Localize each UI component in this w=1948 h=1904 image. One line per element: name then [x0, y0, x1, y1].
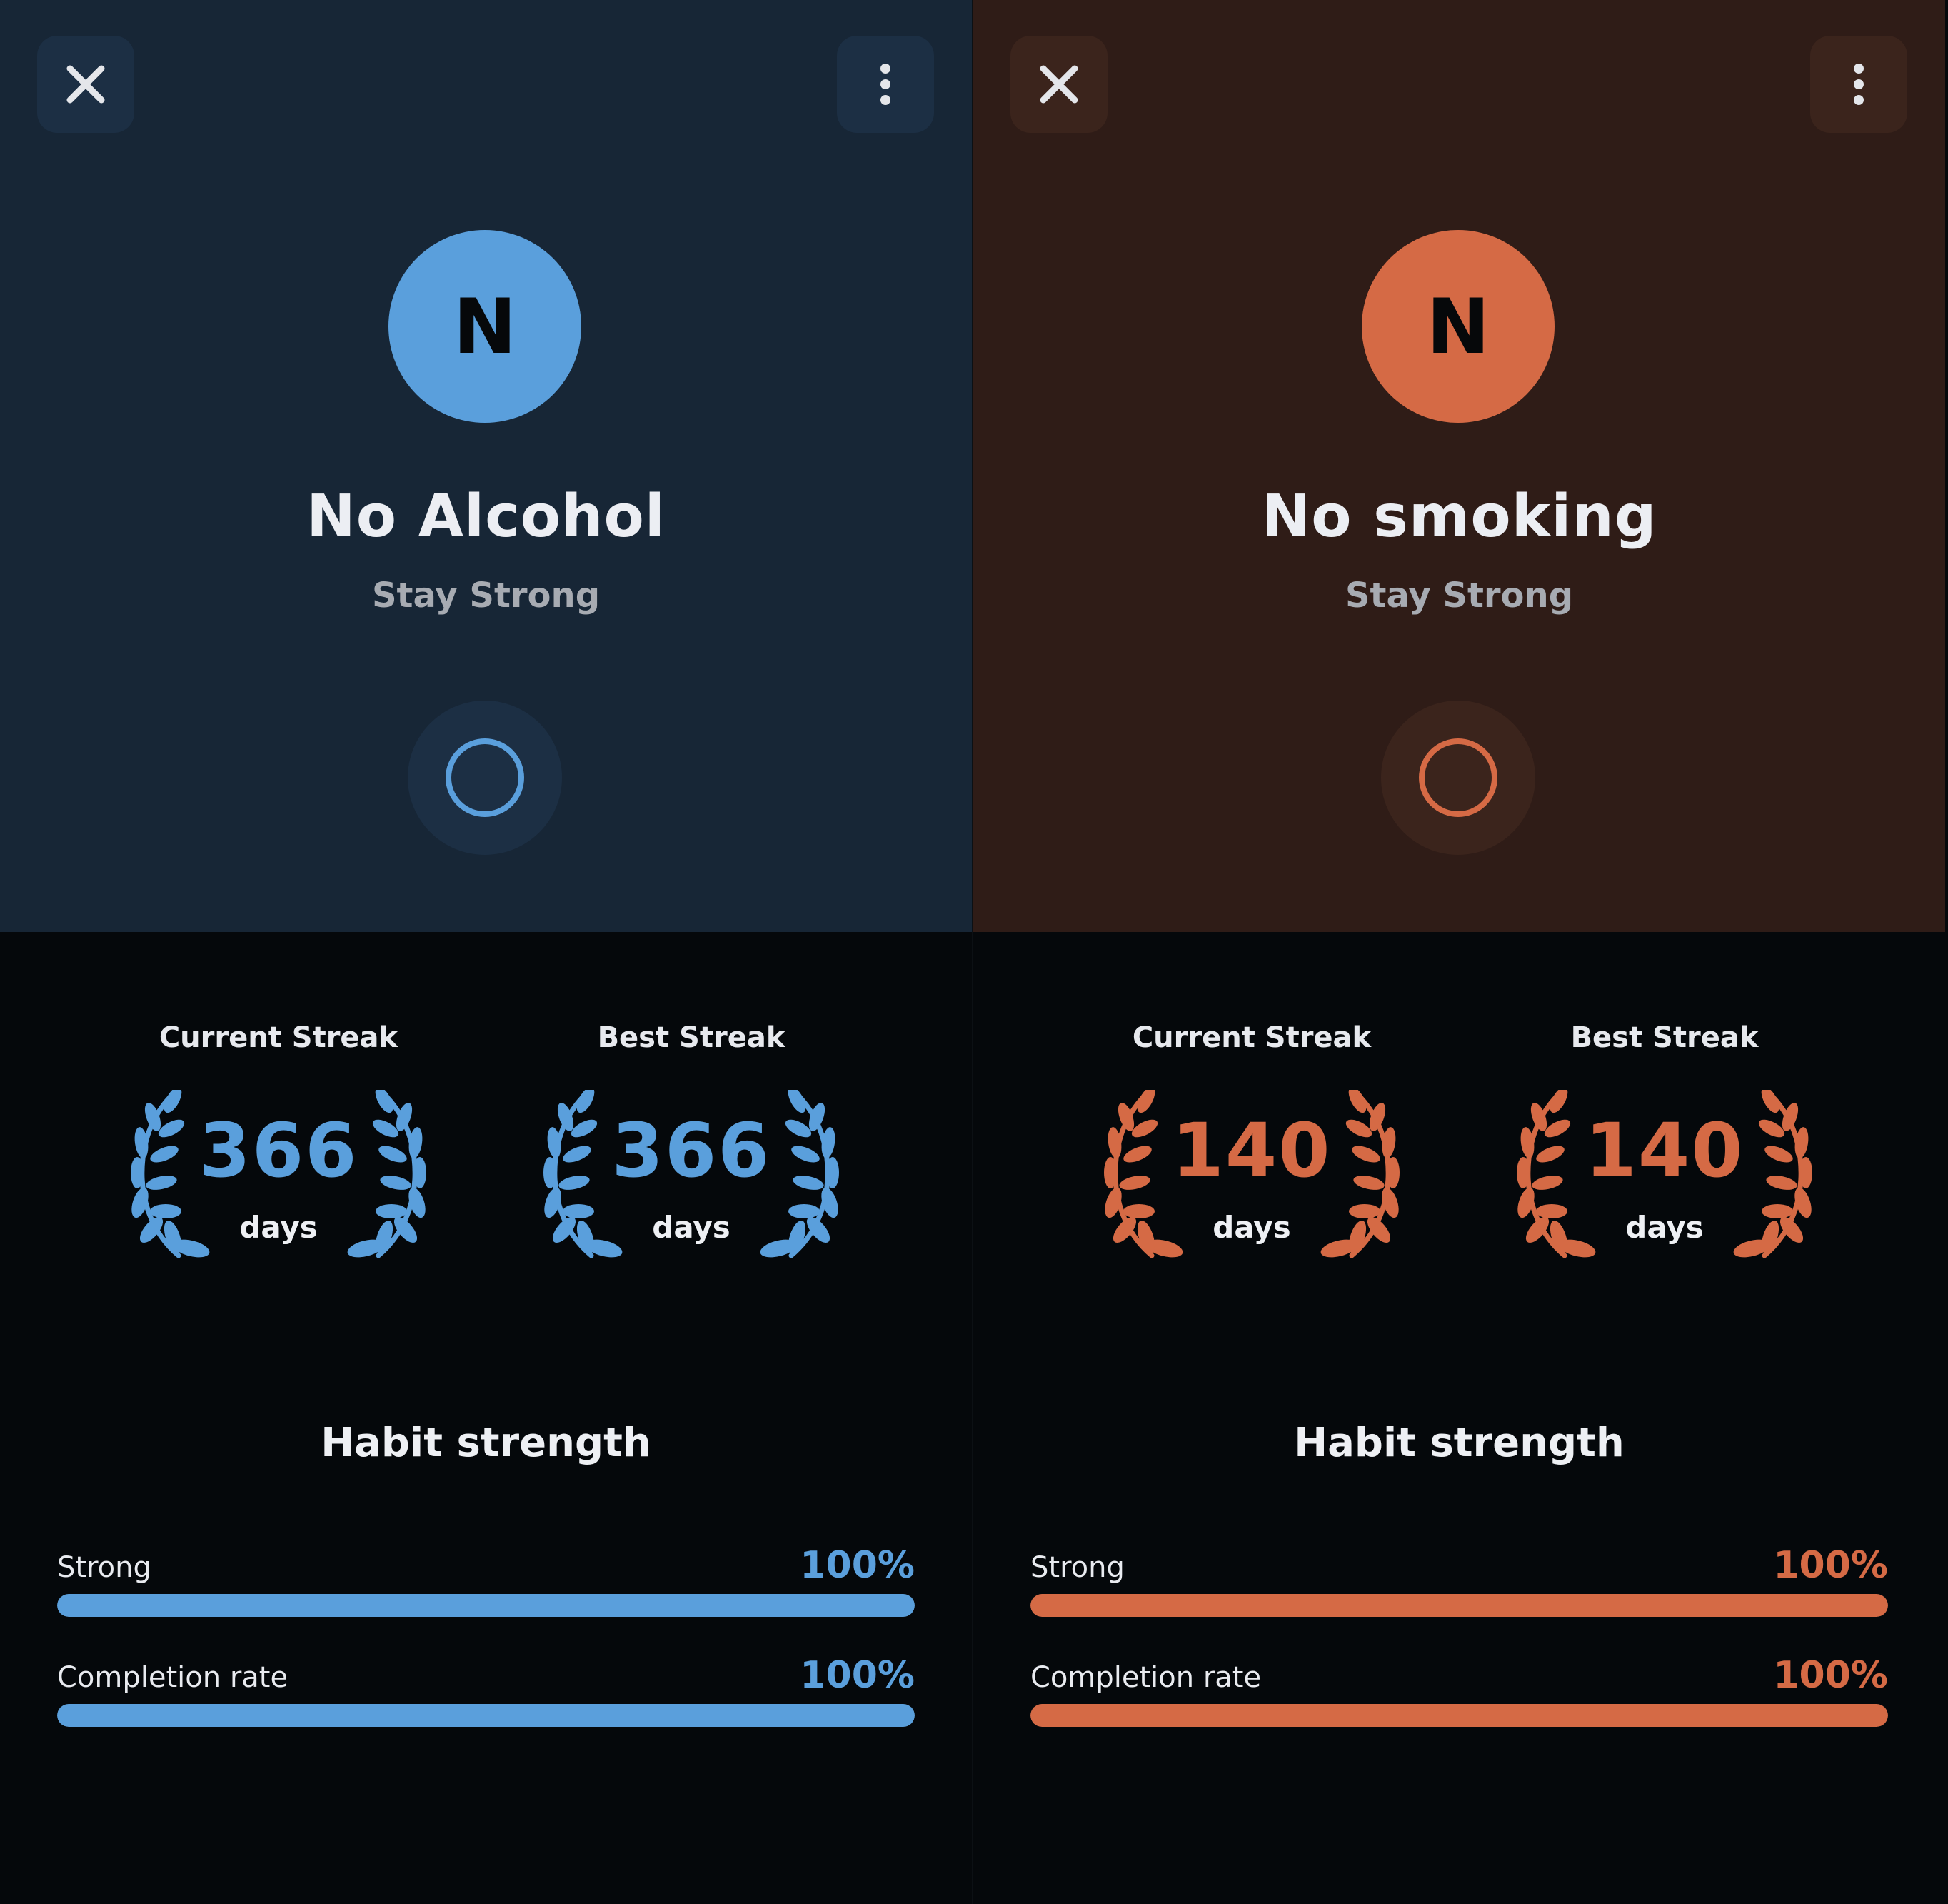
best-streak-unit: days — [652, 1210, 730, 1245]
current-streak-unit: days — [1213, 1210, 1291, 1245]
current-streak: Current Streak 140 days — [1073, 1021, 1430, 1264]
current-streak-unit: days — [239, 1210, 318, 1245]
metric-completion-rate: Completion rate 100% — [57, 1654, 915, 1740]
habit-avatar: N — [1362, 230, 1555, 423]
more-vertical-icon — [1854, 64, 1864, 105]
current-streak-value: 140 — [1172, 1107, 1332, 1194]
metric-value: 100% — [800, 1544, 915, 1587]
progress-bar — [1030, 1704, 1888, 1727]
more-options-button[interactable] — [1810, 36, 1907, 133]
habit-strength-title: Habit strength — [1294, 1420, 1625, 1466]
habit-header: N No smoking Stay Strong — [973, 0, 1945, 932]
habit-title: No Alcohol — [306, 483, 666, 551]
metric-value: 100% — [1773, 1654, 1888, 1697]
close-icon — [66, 65, 105, 104]
close-icon — [1040, 65, 1078, 104]
more-options-button[interactable] — [837, 36, 934, 133]
circle-outline-icon — [1419, 738, 1497, 817]
metric-label: Strong — [1030, 1551, 1125, 1584]
habit-subtitle: Stay Strong — [1345, 576, 1574, 616]
current-streak-value: 366 — [199, 1107, 358, 1194]
best-streak-value: 366 — [611, 1107, 771, 1194]
habit-title: No smoking — [1261, 483, 1657, 551]
metric-strong: Strong 100% — [57, 1544, 915, 1630]
metric-value: 100% — [1773, 1544, 1888, 1587]
close-button[interactable] — [1010, 36, 1108, 133]
progress-bar — [1030, 1594, 1888, 1617]
current-streak: Current Streak 366 days — [100, 1021, 457, 1264]
progress-bar-fill — [57, 1704, 915, 1727]
progress-bar-fill — [57, 1594, 915, 1617]
check-in-button[interactable] — [408, 701, 562, 855]
best-streak: Best Streak 366 days — [513, 1021, 870, 1264]
circle-outline-icon — [446, 738, 524, 817]
metric-label: Completion rate — [1030, 1661, 1262, 1694]
close-button[interactable] — [37, 36, 134, 133]
progress-bar — [57, 1594, 915, 1617]
habit-panel-no-alcohol: N No Alcohol Stay Strong Current Streak … — [0, 0, 972, 1904]
current-streak-label: Current Streak — [1132, 1021, 1372, 1054]
best-streak-unit: days — [1625, 1210, 1704, 1245]
metric-completion-rate: Completion rate 100% — [1030, 1654, 1888, 1740]
metric-strong: Strong 100% — [1030, 1544, 1888, 1630]
panel-divider — [972, 0, 973, 1904]
more-vertical-icon — [880, 64, 890, 105]
best-streak-value: 140 — [1585, 1107, 1744, 1194]
best-streak: Best Streak 140 days — [1486, 1021, 1843, 1264]
best-streak-label: Best Streak — [1570, 1021, 1759, 1054]
habit-avatar: N — [388, 230, 581, 423]
metric-label: Completion rate — [57, 1661, 288, 1694]
habit-panel-no-smoking: N No smoking Stay Strong Current Streak … — [973, 0, 1945, 1904]
habit-header: N No Alcohol Stay Strong — [0, 0, 972, 932]
check-in-button[interactable] — [1381, 701, 1535, 855]
progress-bar-fill — [1030, 1704, 1888, 1727]
metric-label: Strong — [57, 1551, 151, 1584]
progress-bar — [57, 1704, 915, 1727]
habit-strength-title: Habit strength — [321, 1420, 651, 1466]
metric-value: 100% — [800, 1654, 915, 1697]
current-streak-label: Current Streak — [159, 1021, 398, 1054]
habit-subtitle: Stay Strong — [371, 576, 601, 616]
best-streak-label: Best Streak — [597, 1021, 785, 1054]
progress-bar-fill — [1030, 1594, 1888, 1617]
